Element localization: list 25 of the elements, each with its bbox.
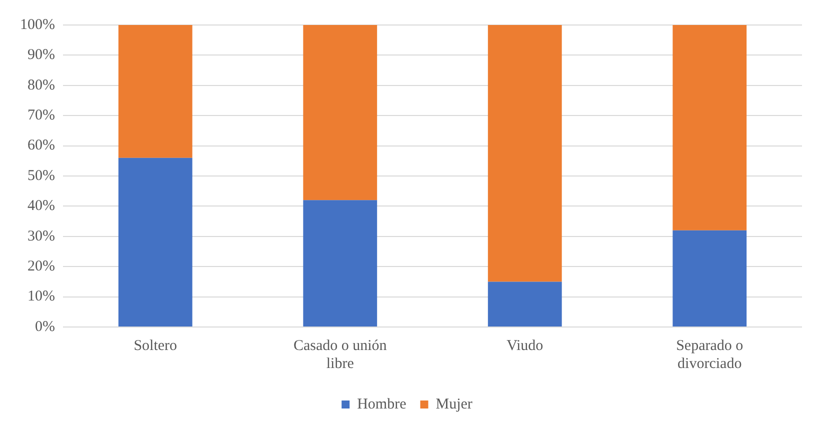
y-tick-label: 40% — [27, 198, 55, 214]
bar — [488, 25, 562, 282]
y-tick-label: 90% — [27, 47, 55, 64]
y-tick-label: 100% — [20, 16, 55, 33]
y-tick-label: 80% — [27, 77, 55, 94]
bar — [672, 230, 747, 326]
bar — [118, 158, 192, 326]
y-tick-label: 30% — [27, 228, 55, 244]
y-tick-label: 20% — [27, 258, 55, 275]
x-tick-label: Soltero — [134, 338, 178, 354]
legend-label: Hombre — [357, 396, 407, 412]
x-tick-label: Viudo — [506, 338, 544, 354]
y-tick-label: 10% — [27, 288, 55, 305]
y-tick-label: 50% — [27, 168, 55, 184]
bar — [488, 282, 562, 326]
y-tick-label: 70% — [27, 108, 55, 124]
x-tick-label: Separado o divorciado — [676, 338, 744, 372]
y-tick-label: 60% — [27, 138, 55, 154]
bar — [303, 25, 378, 200]
bar — [303, 200, 378, 326]
x-tick-label: Casado o unión libre — [293, 338, 388, 372]
bar — [672, 25, 747, 230]
legend-label: Mujer — [436, 396, 472, 412]
bar — [118, 25, 192, 158]
y-tick-label: 0% — [34, 318, 55, 335]
